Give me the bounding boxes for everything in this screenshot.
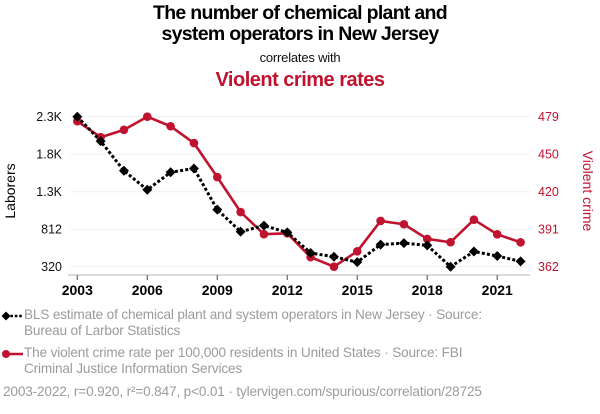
data-point <box>259 229 269 239</box>
data-point <box>468 246 479 257</box>
data-point <box>95 136 106 147</box>
y-left-tick-label: 812 <box>41 223 62 237</box>
gridlines <box>70 116 530 268</box>
data-point <box>119 125 129 135</box>
y-right-tick-label: 362 <box>538 260 559 274</box>
chart-title-line-1: The number of chemical plant and <box>153 2 448 24</box>
data-point <box>515 256 526 267</box>
data-point <box>492 251 503 262</box>
y-right-axis-title: Violent crime <box>580 151 596 232</box>
legend-text-line: The violent crime rate per 100,000 resid… <box>24 345 463 360</box>
y-left-tick-label: 1.8K <box>36 148 62 162</box>
data-point <box>445 261 456 272</box>
correlation-stats-footer: 2003-2022, r=0.920, r²=0.847, p<0.01 · t… <box>3 384 482 399</box>
red-solid-circle-line-icon <box>2 350 23 358</box>
y-left-tick-label: 1.3K <box>36 185 62 199</box>
y-right-tick-label: 391 <box>538 223 559 237</box>
x-tick-label: 2015 <box>342 282 373 298</box>
x-tick-label: 2018 <box>412 282 443 298</box>
data-point <box>469 215 479 224</box>
data-point <box>142 184 153 195</box>
data-point <box>305 247 316 258</box>
x-tick-label: 2003 <box>62 282 93 298</box>
data-point <box>399 219 409 229</box>
data-point <box>446 237 455 247</box>
chart: 320 812 1.3K 1.8K 2.3K 362 391 420 450 479 2003 200… <box>2 110 596 298</box>
data-point <box>212 204 223 215</box>
legend-text-line: BLS estimate of chemical plant and syste… <box>24 307 482 322</box>
x-tick-label: 2021 <box>482 282 513 298</box>
x-tick-label: 2012 <box>272 282 303 298</box>
data-point <box>72 111 83 122</box>
data-point <box>376 216 385 226</box>
data-point <box>398 238 409 249</box>
data-point <box>142 112 152 121</box>
data-point <box>118 165 129 176</box>
data-point <box>235 226 246 237</box>
y-left-tick-label: 2.3K <box>36 110 62 124</box>
data-point <box>492 230 502 239</box>
data-point <box>422 240 433 251</box>
data-point <box>189 138 199 148</box>
x-tick-label: 2009 <box>202 282 233 298</box>
series-laborers <box>72 111 526 272</box>
black-dotted-diamond-line-icon <box>1 311 23 321</box>
data-point <box>329 262 339 272</box>
data-point <box>236 207 245 217</box>
y-right-tick-label: 479 <box>538 110 559 124</box>
y-left-axis-title: Laborers <box>2 163 18 218</box>
legend-text-line: Bureau of Larbor Statistics <box>24 323 181 338</box>
y-right-tick-label: 450 <box>538 147 559 161</box>
correlates-with-label: correlates with <box>259 50 341 65</box>
data-point <box>282 227 293 238</box>
legend-text-violent-crime: The violent crime rate per 100,000 resid… <box>24 345 462 377</box>
data-point <box>328 251 339 262</box>
legend-text-line: Criminal Justice Information Services <box>24 361 243 376</box>
data-point <box>165 167 176 178</box>
data-point <box>188 163 199 174</box>
data-point <box>166 121 175 131</box>
data-point <box>352 246 362 256</box>
chart-title-line-2: system operators in New Jersey <box>161 23 439 45</box>
data-point <box>352 257 363 268</box>
x-tick-label: 2006 <box>132 282 163 298</box>
data-point <box>375 239 386 250</box>
data-point <box>258 220 269 231</box>
data-point <box>212 172 222 182</box>
y-left-tick-label: 320 <box>41 260 62 274</box>
series-line <box>76 115 521 269</box>
y-right-tick-label: 420 <box>538 185 559 199</box>
series-layer <box>72 111 526 272</box>
data-point <box>422 234 432 244</box>
data-point <box>516 238 525 247</box>
secondary-title: Violent crime rates <box>215 69 385 91</box>
axes: 320 812 1.3K 1.8K 2.3K 362 391 420 450 479 2003 200… <box>2 110 596 298</box>
legend-text-laborers: BLS estimate of chemical plant and syste… <box>24 307 482 339</box>
